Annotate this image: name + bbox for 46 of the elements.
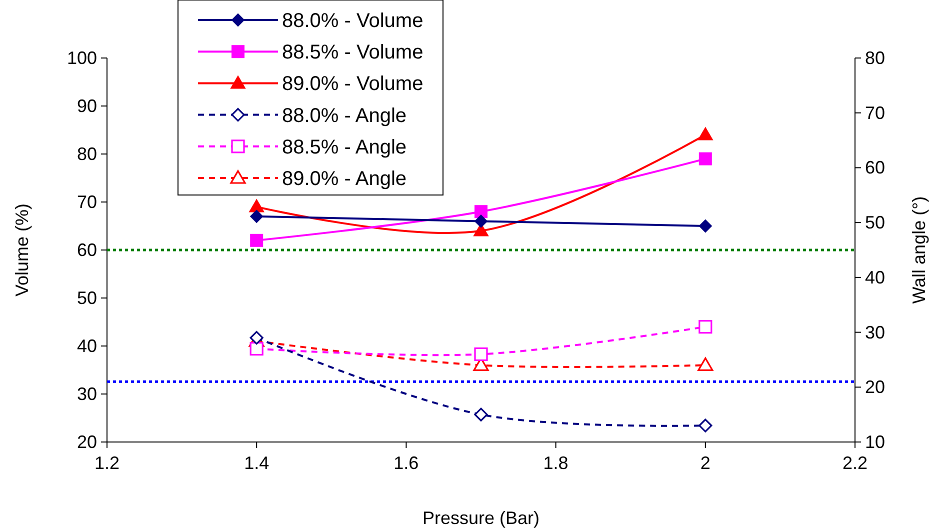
y2-tick-label: 40 bbox=[865, 267, 886, 288]
y2-tick-label: 70 bbox=[865, 102, 886, 123]
x-tick-label: 1.6 bbox=[394, 453, 419, 473]
point bbox=[698, 152, 712, 166]
y-tick-label: 20 bbox=[76, 432, 97, 452]
y-tick-label: 50 bbox=[76, 288, 97, 308]
point bbox=[474, 408, 488, 422]
point bbox=[249, 199, 264, 212]
point bbox=[698, 357, 714, 371]
x-tick-label: 1.2 bbox=[94, 453, 120, 473]
point bbox=[250, 210, 264, 223]
point bbox=[698, 127, 713, 140]
y-tick-label: 60 bbox=[76, 240, 97, 260]
y2-tick-label: 60 bbox=[865, 158, 886, 178]
legend-label: 89.0% - Volume bbox=[282, 73, 424, 96]
y2-tick-label: 50 bbox=[865, 212, 886, 233]
y-tick-label: 40 bbox=[76, 336, 97, 356]
x-axis-title: Pressure (Bar) bbox=[422, 508, 540, 528]
x-tick-label: 2 bbox=[700, 453, 710, 473]
y-axis-title: Volume (%) bbox=[12, 203, 32, 297]
legend-label: 88.5% - Volume bbox=[282, 42, 424, 64]
y2-tick-label: 20 bbox=[865, 377, 886, 398]
y-tick-label: 30 bbox=[76, 384, 97, 404]
y-tick-label: 90 bbox=[76, 96, 97, 116]
legend-label: 89.0% - Angle bbox=[282, 168, 407, 190]
legend-label: 88.5% - Angle bbox=[282, 136, 407, 158]
x-tick-label: 2.2 bbox=[842, 453, 868, 473]
point bbox=[474, 205, 488, 218]
y-tick-label: 80 bbox=[76, 144, 97, 164]
point bbox=[698, 220, 712, 232]
point bbox=[250, 234, 264, 247]
y-tick-label: 100 bbox=[66, 48, 97, 68]
point bbox=[474, 214, 488, 228]
y2-tick-label: 80 bbox=[865, 48, 886, 68]
legend-label: 88.0% - Volume bbox=[282, 10, 424, 32]
y2-tick-label: 30 bbox=[865, 322, 886, 342]
point bbox=[698, 418, 712, 432]
x-tick-label: 1.4 bbox=[244, 453, 270, 473]
y2-axis-title: Wall angle (°) bbox=[909, 196, 929, 304]
legend-label: 88.0% - Angle bbox=[282, 104, 407, 127]
point bbox=[698, 320, 712, 334]
y-tick-label: 70 bbox=[76, 192, 97, 212]
point bbox=[474, 347, 488, 362]
y2-tick-label: 10 bbox=[865, 432, 886, 452]
x-tick-label: 1.8 bbox=[543, 453, 568, 473]
point bbox=[250, 342, 264, 356]
